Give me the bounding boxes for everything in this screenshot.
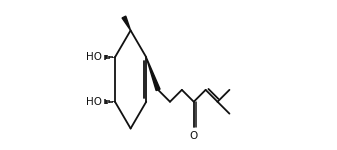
Text: O: O — [190, 131, 198, 141]
Polygon shape — [122, 16, 131, 30]
Text: HO: HO — [86, 52, 102, 62]
Polygon shape — [146, 57, 160, 91]
Text: HO: HO — [86, 97, 102, 107]
